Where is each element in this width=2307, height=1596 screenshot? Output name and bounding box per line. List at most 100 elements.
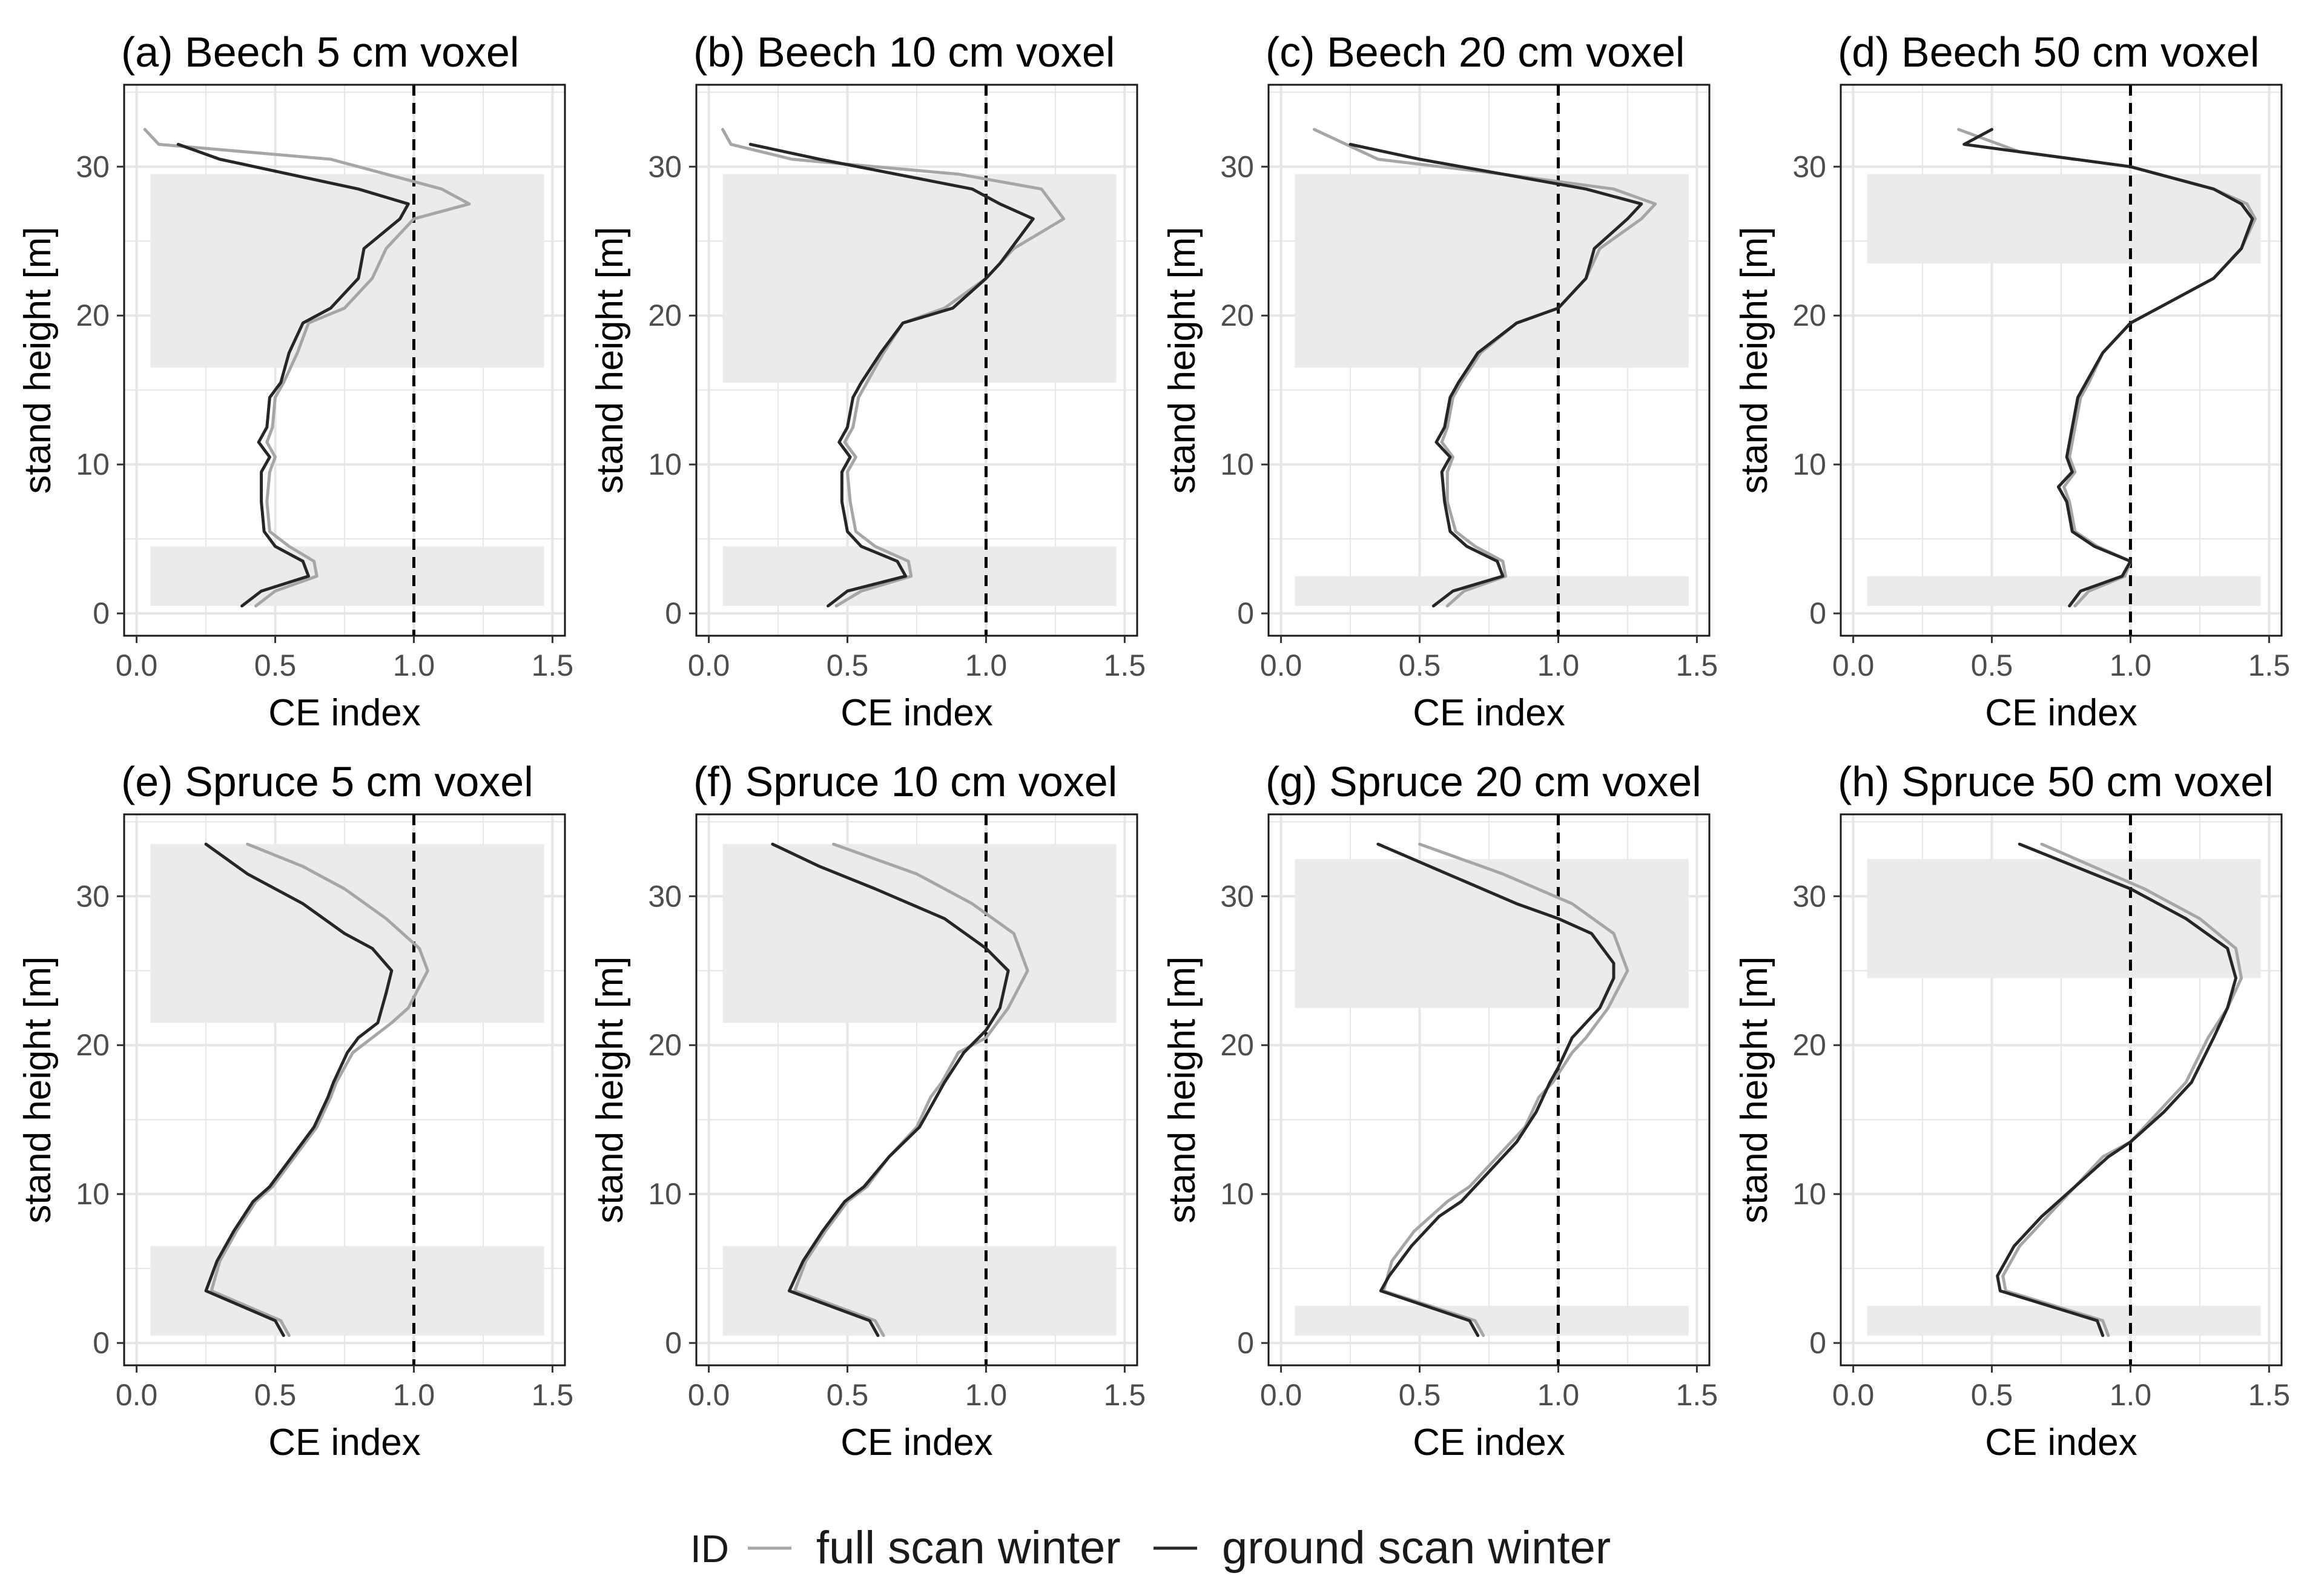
y-axis-label: stand height [m] bbox=[589, 226, 631, 493]
y-tick-label: 10 bbox=[76, 1177, 110, 1211]
y-tick-label: 20 bbox=[1220, 1028, 1254, 1062]
y-tick-label: 20 bbox=[76, 1028, 110, 1062]
panel-7: 0.0 0.5 1.0 1.5 0 10 20 30 (g) Spruce 20 cm voxe… bbox=[1161, 758, 1718, 1463]
panel-frame bbox=[695, 84, 1138, 637]
x-tick-label: 0.5 bbox=[827, 1378, 869, 1412]
y-tick-label: 10 bbox=[1792, 447, 1826, 481]
x-tick-label: 1.0 bbox=[1537, 1378, 1580, 1412]
y-tick-label: 20 bbox=[648, 1028, 682, 1062]
x-tick-label: 1.5 bbox=[1676, 648, 1718, 682]
panel-frame bbox=[1840, 813, 2283, 1367]
x-tick-label: 1.0 bbox=[1537, 648, 1580, 682]
y-tick-label: 10 bbox=[1220, 447, 1254, 481]
y-axis-label: stand height [m] bbox=[1734, 956, 1775, 1223]
y-tick-label: 30 bbox=[648, 150, 682, 183]
x-tick-label: 0.0 bbox=[1832, 1378, 1875, 1412]
x-axis-label: CE index bbox=[268, 1422, 421, 1463]
y-tick-label: 20 bbox=[1220, 298, 1254, 332]
shaded-band bbox=[1867, 859, 2261, 978]
x-tick-label: 1.5 bbox=[2248, 1378, 2291, 1412]
series-line-full-scan bbox=[1382, 842, 1629, 1337]
panel-2: 0.0 0.5 1.0 1.5 0 10 20 30 (b) Beech 10 cm voxel… bbox=[589, 28, 1146, 734]
y-tick-label: 20 bbox=[76, 298, 110, 332]
panel-title: (f) Spruce 10 cm voxel bbox=[693, 758, 1117, 805]
x-axis-label: CE index bbox=[1985, 1422, 2137, 1463]
y-axis-label: stand height [m] bbox=[1734, 226, 1775, 493]
shaded-band bbox=[1867, 576, 2261, 606]
panel-frame bbox=[123, 813, 566, 1367]
x-tick-label: 0.0 bbox=[688, 648, 730, 682]
series-line-full-scan bbox=[721, 128, 1066, 608]
y-tick-label: 0 bbox=[665, 1326, 682, 1360]
shaded-band bbox=[150, 174, 544, 368]
x-axis-label: CE index bbox=[1985, 692, 2137, 734]
x-tick-label: 0.5 bbox=[254, 1378, 297, 1412]
panel-title: (g) Spruce 20 cm voxel bbox=[1266, 758, 1701, 805]
y-tick-label: 0 bbox=[93, 596, 110, 630]
panel-title: (a) Beech 5 cm voxel bbox=[121, 28, 519, 76]
y-axis-label: stand height [m] bbox=[1161, 956, 1203, 1223]
panels: 0.0 0.5 1.0 1.5 0 10 20 30 (a) Beech 5 cm voxel C… bbox=[17, 28, 2290, 1463]
series-line-ground-scan bbox=[1348, 142, 1643, 608]
y-tick-label: 0 bbox=[93, 1326, 110, 1360]
x-tick-label: 0.0 bbox=[1260, 648, 1302, 682]
series-line-ground-scan bbox=[204, 842, 394, 1337]
panel-title: (e) Spruce 5 cm voxel bbox=[121, 758, 533, 805]
x-tick-label: 1.5 bbox=[532, 648, 574, 682]
series-line-full-scan bbox=[143, 128, 471, 608]
y-tick-label: 0 bbox=[1237, 1326, 1254, 1360]
shaded-band bbox=[1295, 1305, 1689, 1336]
x-axis-label: CE index bbox=[840, 692, 993, 734]
y-axis-label: stand height [m] bbox=[17, 226, 59, 493]
legend-label-full-scan: full scan winter bbox=[816, 1522, 1121, 1574]
legend: ID full scan winter ground scan winter bbox=[690, 1522, 1611, 1574]
series-line-ground-scan bbox=[176, 142, 410, 608]
y-tick-label: 20 bbox=[1792, 298, 1826, 332]
x-tick-label: 0.0 bbox=[1260, 1378, 1302, 1412]
panel-title: (h) Spruce 50 cm voxel bbox=[1838, 758, 2274, 805]
y-tick-label: 20 bbox=[1792, 1028, 1826, 1062]
x-tick-label: 0.5 bbox=[1399, 648, 1441, 682]
shaded-band bbox=[722, 546, 1117, 606]
shaded-band bbox=[722, 174, 1117, 383]
panel-frame bbox=[1267, 813, 1711, 1367]
y-tick-label: 10 bbox=[76, 447, 110, 481]
y-tick-label: 30 bbox=[1792, 150, 1826, 183]
panel-frame bbox=[695, 813, 1138, 1367]
x-tick-label: 0.5 bbox=[1971, 1378, 2013, 1412]
panel-title: (c) Beech 20 cm voxel bbox=[1266, 28, 1685, 76]
panel-title: (d) Beech 50 cm voxel bbox=[1838, 28, 2259, 76]
series-line-ground-scan bbox=[748, 142, 1035, 608]
y-tick-label: 0 bbox=[1809, 1326, 1826, 1360]
y-tick-label: 10 bbox=[648, 447, 682, 481]
x-axis-label: CE index bbox=[840, 1422, 993, 1463]
x-tick-label: 0.5 bbox=[254, 648, 297, 682]
y-tick-label: 30 bbox=[1220, 150, 1254, 183]
y-tick-label: 30 bbox=[76, 150, 110, 183]
panel-5: 0.0 0.5 1.0 1.5 0 10 20 30 (e) Spruce 5 cm voxel… bbox=[17, 758, 573, 1463]
x-tick-label: 1.5 bbox=[2248, 648, 2291, 682]
x-tick-label: 0.0 bbox=[116, 648, 158, 682]
panel-1: 0.0 0.5 1.0 1.5 0 10 20 30 (a) Beech 5 cm voxel C… bbox=[17, 28, 573, 734]
panel-8: 0.0 0.5 1.0 1.5 0 10 20 30 (h) Spruce 50 cm voxe… bbox=[1734, 758, 2290, 1463]
y-axis-label: stand height [m] bbox=[1161, 226, 1203, 493]
legend-title: ID bbox=[690, 1527, 729, 1571]
shaded-band bbox=[1295, 859, 1689, 1008]
x-tick-label: 0.0 bbox=[1832, 648, 1875, 682]
x-tick-label: 1.0 bbox=[393, 648, 435, 682]
y-tick-label: 30 bbox=[648, 879, 682, 913]
series-line-full-scan bbox=[2001, 842, 2243, 1337]
x-axis-label: CE index bbox=[268, 692, 421, 734]
y-tick-label: 10 bbox=[648, 1177, 682, 1211]
x-tick-label: 1.5 bbox=[532, 1378, 574, 1412]
series-line-full-scan bbox=[1313, 128, 1657, 608]
panel-3: 0.0 0.5 1.0 1.5 0 10 20 30 (c) Beech 20 cm voxel… bbox=[1161, 28, 1718, 734]
y-tick-label: 0 bbox=[1237, 596, 1254, 630]
x-tick-label: 0.0 bbox=[116, 1378, 158, 1412]
panel-title: (b) Beech 10 cm voxel bbox=[693, 28, 1115, 76]
x-tick-label: 1.0 bbox=[965, 648, 1008, 682]
x-tick-label: 1.5 bbox=[1104, 1378, 1146, 1412]
y-axis-label: stand height [m] bbox=[17, 956, 59, 1223]
x-tick-label: 1.0 bbox=[393, 1378, 435, 1412]
